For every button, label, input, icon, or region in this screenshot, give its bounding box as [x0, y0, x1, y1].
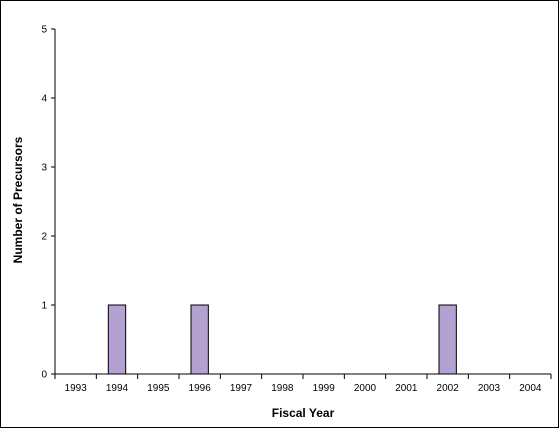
x-tick-label: 1999: [313, 383, 336, 394]
x-tick-label: 2003: [478, 383, 501, 394]
y-axis-title: Number of Precursors: [11, 136, 25, 263]
y-tick-label: 3: [41, 163, 47, 174]
y-tick-labels: 0 1 2 3 4 5: [41, 25, 47, 381]
x-tick-label: 1995: [147, 383, 170, 394]
x-tick-label: 1998: [271, 383, 294, 394]
x-tick-label: 2002: [437, 383, 460, 394]
x-axis-title: Fiscal Year: [272, 406, 335, 420]
x-tick-label: 2000: [354, 383, 377, 394]
y-tick-label: 1: [41, 301, 47, 312]
y-tick-label: 0: [41, 370, 47, 381]
bar-1994: [107, 304, 127, 375]
x-tick-label: 2004: [519, 383, 542, 394]
x-tick-label: 1994: [106, 383, 129, 394]
x-tick-label: 1996: [189, 383, 212, 394]
bar-2002: [438, 304, 457, 375]
bars: [107, 304, 457, 375]
x-tick-labels: 1993 1994 1995 1996 1997 1998 1999 2000 2001 2002…: [65, 383, 542, 394]
x-tick-label: 1993: [65, 383, 88, 394]
y-tick-label: 4: [41, 94, 47, 105]
x-tick-label: 2001: [395, 383, 418, 394]
x-tick-label: 1997: [230, 383, 253, 394]
axes: [51, 28, 552, 379]
y-tick-label: 2: [41, 232, 47, 243]
y-tick-label: 5: [41, 25, 47, 36]
bar-1996: [190, 304, 209, 375]
